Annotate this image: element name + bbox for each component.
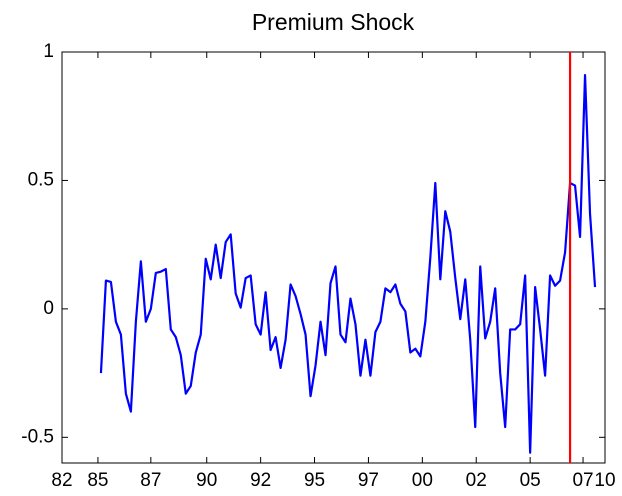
x-tick-label: 10 (594, 470, 615, 491)
chart-title: Premium Shock (252, 9, 415, 35)
y-tick-label: 0 (43, 298, 54, 319)
x-tick-label: 95 (304, 470, 325, 491)
x-tick-label: 97 (358, 470, 379, 491)
x-tick-label: 02 (466, 470, 487, 491)
x-tick-label: 82 (51, 470, 72, 491)
plot-frame (61, 51, 606, 464)
x-tick-label: 92 (250, 470, 271, 491)
y-tick-label: 0.5 (28, 169, 54, 190)
x-tick-label: 87 (140, 470, 161, 491)
y-tick-label: -0.5 (21, 426, 54, 447)
data-line (99, 74, 597, 454)
x-tick-label: 00 (412, 470, 433, 491)
x-tick-label: 90 (196, 470, 217, 491)
x-tick-label: 85 (87, 470, 108, 491)
x-tick-label: 05 (520, 470, 541, 491)
y-tick-label: 1 (43, 41, 54, 62)
x-tick-label: 07 (572, 470, 593, 491)
